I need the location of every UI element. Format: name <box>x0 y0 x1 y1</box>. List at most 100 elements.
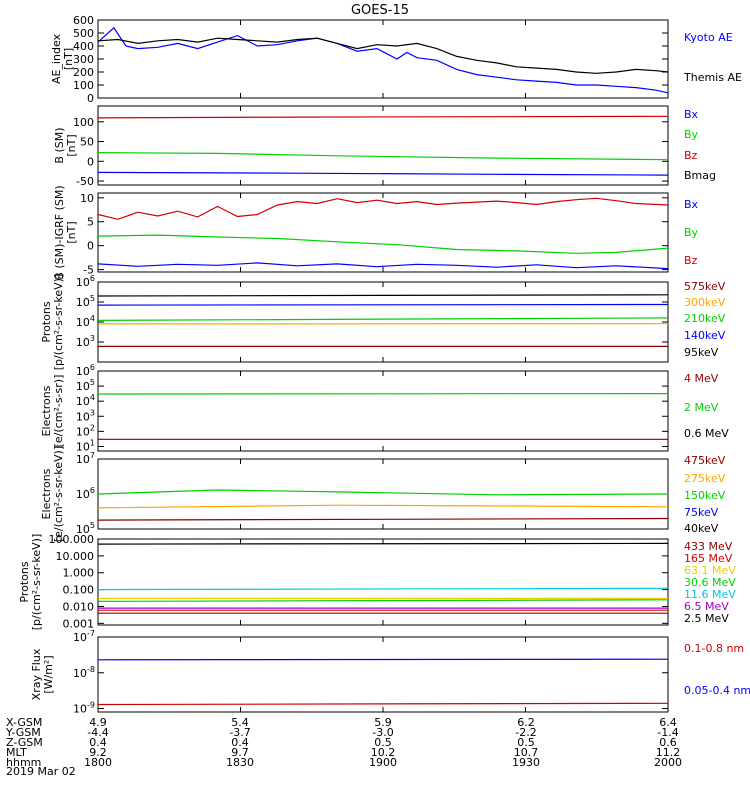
legend-entry: 95keV <box>684 346 719 359</box>
series-line-by <box>97 152 669 161</box>
y-tick-label: 50 <box>80 136 94 149</box>
footer-value: 1800 <box>84 756 112 769</box>
legend-entry: 165 MeV <box>684 552 733 565</box>
panel-b_sm_igrf: 10 5 0 -5 B (SM)-IGRF (SM) [nT] Bx By Bz <box>53 185 699 279</box>
footer-value: 1900 <box>369 756 397 769</box>
y-tick-label: 600 <box>73 14 94 27</box>
y-tick-label: 0.100 <box>63 584 95 597</box>
y-tick-label: 0 <box>87 155 94 168</box>
footer-value: 0.4 <box>89 736 107 749</box>
footer-value: 0.5 <box>374 736 392 749</box>
footer-value: 1830 <box>226 756 254 769</box>
footer-value: 0.4 <box>231 736 249 749</box>
series-line-2-5-mev <box>97 542 669 545</box>
series-line-150kev <box>97 489 669 496</box>
legend-entry: Bmag <box>684 169 716 182</box>
series-line-210kev <box>97 317 669 321</box>
legend-entry: Bz <box>684 254 698 267</box>
y-tick-label: 101 <box>76 438 95 453</box>
y-tick-label: 100.000 <box>49 533 95 546</box>
y-axis-label: B (SM) <box>53 127 66 163</box>
series-line-bx <box>97 262 669 270</box>
series-line-275kev <box>97 504 669 509</box>
series-line-bz <box>97 115 669 119</box>
y-tick-label: 10 <box>80 192 94 205</box>
series-line-95kev <box>97 294 669 297</box>
legend-entry: 11.6 MeV <box>684 588 736 601</box>
legend-entry: 475keV <box>684 454 726 467</box>
footer-row-label: hhmm <box>6 756 41 769</box>
y-tick-label: 400 <box>73 40 94 53</box>
panel-frame <box>97 538 669 626</box>
footer-row-label: Z-GSM <box>6 736 43 749</box>
footer-value: 6.2 <box>517 716 535 729</box>
series-line-475kev <box>97 517 669 521</box>
y-tick-label: 100 <box>73 79 94 92</box>
series-line-30-6-mev <box>97 599 669 603</box>
y-tick-label: -50 <box>76 175 94 188</box>
footer-value: 9.7 <box>231 746 249 759</box>
series-line-bz <box>97 197 669 220</box>
footer-row-label: MLT <box>6 746 27 759</box>
y-tick-label: 106 <box>76 486 95 501</box>
y-axis-label: Protons <box>40 301 53 342</box>
legend-entry: 0.6 MeV <box>684 427 729 440</box>
footer-value: 9.2 <box>89 746 107 759</box>
y-tick-label: 200 <box>73 66 94 79</box>
series-line-11-6-mev <box>97 587 669 591</box>
y-tick-label: 105 <box>76 521 95 536</box>
y-tick-label: 105 <box>76 294 95 309</box>
panel-protons_low: 103 104 105 106 Protons [p/(cm²-s-sr-keV)] 575… <box>40 274 726 371</box>
legend-entry: 275keV <box>684 472 726 485</box>
series-line-140kev <box>97 303 669 306</box>
y-tick-label: 300 <box>73 53 94 66</box>
y-tick-label: -5 <box>83 264 94 277</box>
legend-entry: By <box>684 128 699 141</box>
footer-value: 1930 <box>512 756 540 769</box>
y-tick-label: 102 <box>76 423 95 438</box>
ephemeris-footer: X-GSM 4.9 5.4 5.9 6.2 6.4 Y-GSM -4.4 -3.7 -3.0 -2.… <box>5 716 682 769</box>
y-tick-label: 104 <box>76 314 95 329</box>
legend-entry: 63.1 MeV <box>684 564 736 577</box>
y-tick-label: 5 <box>87 216 94 229</box>
y-tick-label: 104 <box>76 393 95 408</box>
footer-value: 6.4 <box>659 716 677 729</box>
legend-entry: 40keV <box>684 522 719 535</box>
footer-value: 2000 <box>654 756 682 769</box>
series-line-kyoto-ae <box>97 26 669 94</box>
y-axis-label: [e/(cm²-s-sr)] <box>52 375 65 448</box>
legend-entry: 2.5 MeV <box>684 612 729 625</box>
legend-entry: 4 MeV <box>684 372 719 385</box>
footer-value: -1.4 <box>657 726 678 739</box>
panel-frame <box>97 19 669 99</box>
panel-frame <box>97 636 669 713</box>
y-tick-label: 103 <box>76 408 95 423</box>
footer-value: 5.9 <box>374 716 392 729</box>
y-axis-label: AE_index <box>50 33 63 84</box>
y-tick-label: 0 <box>87 92 94 105</box>
date-label: 2019 Mar 02 <box>6 765 76 778</box>
y-axis-label: [p/(cm²-s-sr-keV)] <box>52 274 65 371</box>
series-line-bx <box>97 171 669 176</box>
legend-entry: 2 MeV <box>684 401 719 414</box>
panel-protons_mev: 100.000 10.000 1.000 0.100 0.010 0.001 Protons… <box>18 533 736 630</box>
y-axis-label: Electrons <box>40 468 53 519</box>
y-axis-label: [nT] <box>62 48 75 70</box>
y-tick-label: 106 <box>76 363 95 378</box>
legend-entry: 30.6 MeV <box>684 576 736 589</box>
legend-entry: 150keV <box>684 489 726 502</box>
legend-entry: 210keV <box>684 312 726 325</box>
footer-value: -3.0 <box>372 726 393 739</box>
panel-b_sm: 100 50 0 -50 B (SM) [nT] Bx By Bz Bmag <box>53 105 716 188</box>
legend-entry: 75keV <box>684 506 719 519</box>
legend-entry: 300keV <box>684 296 726 309</box>
y-tick-label: 107 <box>76 451 95 466</box>
legend-entry: 6.5 MeV <box>684 600 729 613</box>
footer-value: 10.2 <box>371 746 396 759</box>
panel-electrons_kev: 105 106 107 Electrons [e/(cm²-s-sr-keV)] 475k… <box>40 446 726 542</box>
footer-value: 5.4 <box>231 716 249 729</box>
